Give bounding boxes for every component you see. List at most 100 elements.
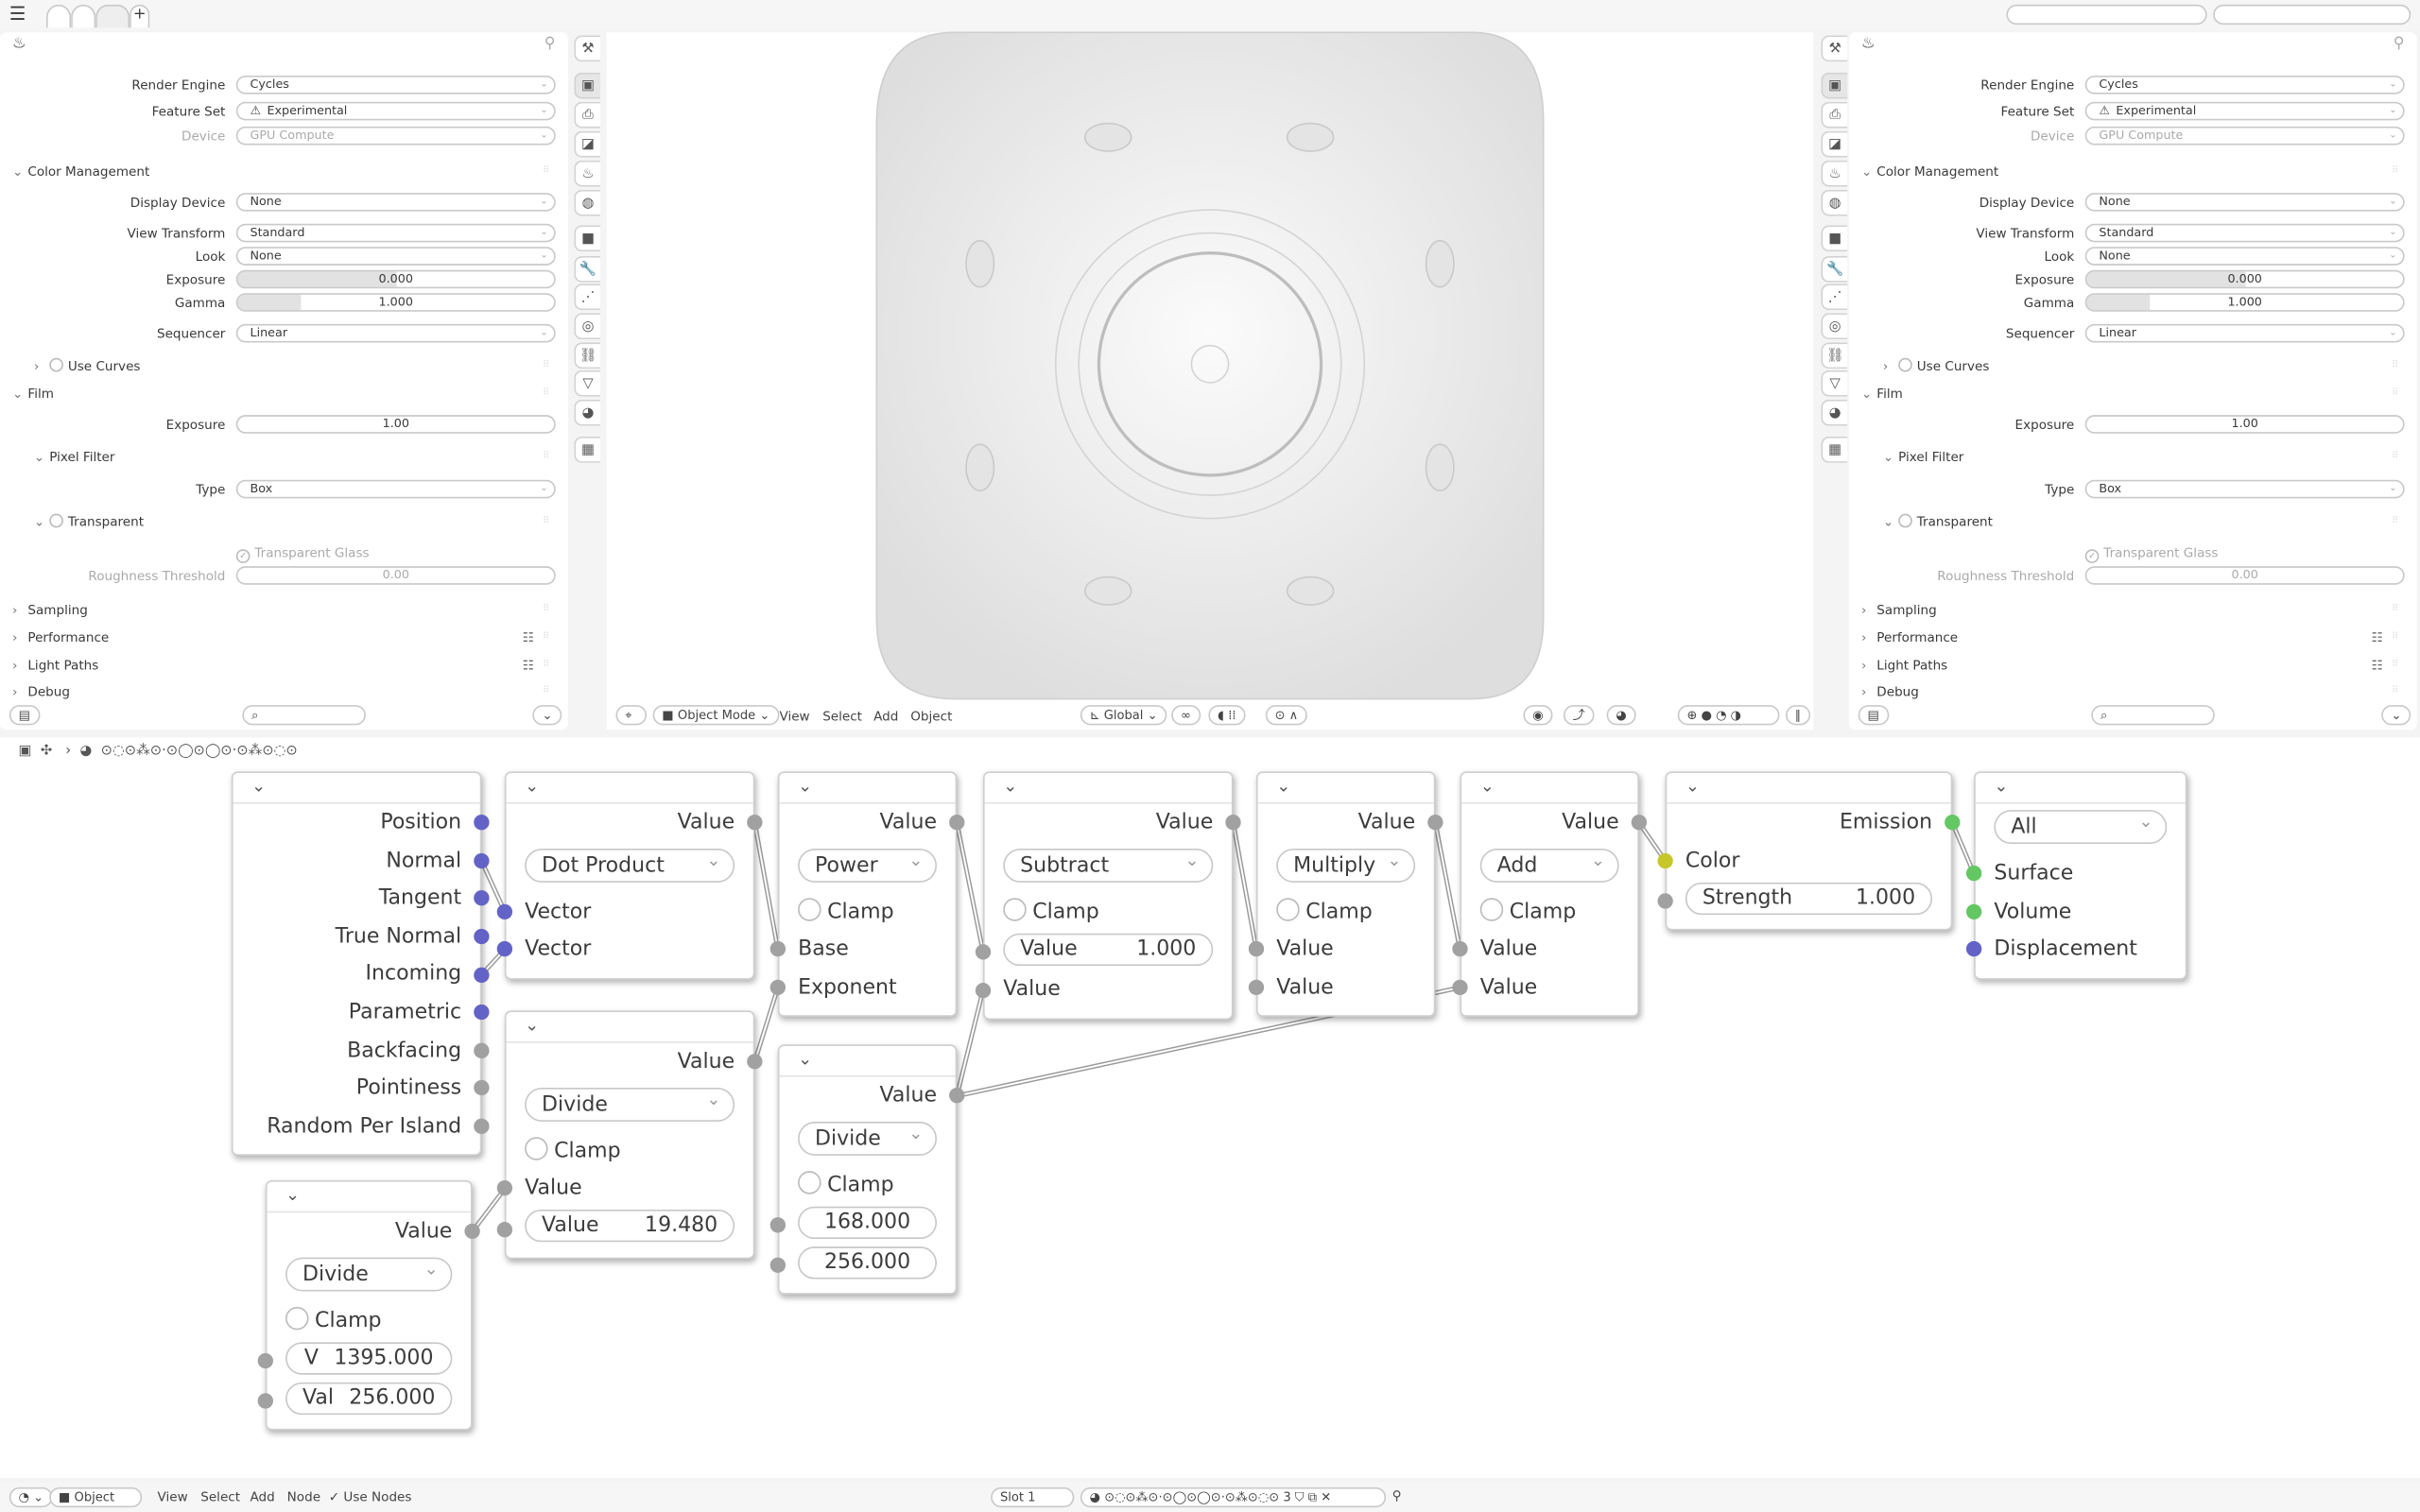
property-field[interactable]: None ⌄ xyxy=(2084,247,2405,266)
input-socket[interactable] xyxy=(769,1217,786,1233)
operation-dropdown[interactable]: Dot Product xyxy=(525,845,735,883)
section-header[interactable]: › Use Curves xyxy=(1883,355,1989,377)
section-header[interactable]: ⌄ Transparent xyxy=(1883,510,1993,532)
section-header[interactable]: ⌄ Transparent xyxy=(34,510,144,532)
view-layer-selector[interactable] xyxy=(2213,4,2411,26)
panel-header[interactable]: ⌄ Film ⠿ xyxy=(0,383,568,404)
clamp-checkbox[interactable] xyxy=(798,897,821,921)
panel-header[interactable]: ⌄ Film ⠿ xyxy=(1849,383,2417,404)
menu-view[interactable]: View xyxy=(779,708,810,724)
drag-handle[interactable]: ⠿ xyxy=(2391,164,2399,177)
output-socket[interactable] xyxy=(474,890,490,907)
panel-header[interactable]: ⌄ Color Management ⠿ xyxy=(0,161,568,182)
property-field[interactable]: Cycles ⌄ xyxy=(235,75,556,94)
section-header[interactable]: › Debug xyxy=(1861,680,1919,702)
panel-header[interactable]: ⌄ Transparent ⠿ xyxy=(0,510,568,532)
input-socket[interactable] xyxy=(769,941,786,958)
drag-handle[interactable]: ⠿ xyxy=(2391,684,2399,696)
property-field[interactable]: None ⌄ xyxy=(235,193,556,212)
section-header[interactable]: › Performance xyxy=(1861,627,1958,648)
shading-modes[interactable]: ⊕ ● ◔ ◑ xyxy=(1677,705,1780,726)
section-header[interactable]: › Use Curves xyxy=(34,355,140,377)
checkbox[interactable] xyxy=(49,513,63,528)
tool-icon[interactable]: ⚒ xyxy=(1821,35,1848,62)
world-icon[interactable]: ◍ xyxy=(574,189,601,216)
property-field[interactable]: 1.00 xyxy=(235,415,556,434)
node[interactable]: ⌄ Value Divide Clamp Value Value 19.480 xyxy=(496,1010,763,1260)
node-header[interactable]: ⌄ xyxy=(233,773,480,804)
node-link[interactable] xyxy=(471,1188,506,1232)
pivot-icon[interactable]: ∞ xyxy=(1171,705,1201,726)
object-icon[interactable]: ■ xyxy=(1821,225,1848,252)
overlay-icon[interactable]: ◕ xyxy=(1606,705,1636,726)
checkbox[interactable] xyxy=(49,357,63,372)
value-field[interactable]: 168.000 xyxy=(798,1206,938,1239)
shader-node-editor[interactable]: ▣ ✣ › ◕ ⊙◌⊙⁂⊙·⊙◯⊙◯⊙·⊙⁂⊙◌⊙ ⌄ Position Norma… xyxy=(0,737,2420,1479)
operation-dropdown[interactable]: Divide xyxy=(285,1254,453,1291)
panel-header[interactable]: ✓ Transparent Glass xyxy=(1849,541,2417,563)
property-field[interactable]: 0.00 xyxy=(235,566,556,585)
render-icon[interactable]: ▣ xyxy=(574,72,601,99)
property-field[interactable]: GPU Compute ⌄ xyxy=(235,126,556,146)
panel-header[interactable]: › Light Paths ☷ ⠿ xyxy=(1849,654,2417,676)
drag-handle[interactable]: ⠿ xyxy=(543,164,550,177)
view-layer-icon[interactable]: ◪ xyxy=(1821,130,1848,158)
modifier-icon[interactable]: 🔧 xyxy=(574,256,601,283)
section-header[interactable]: ⌄ Color Management xyxy=(12,161,149,182)
input-socket[interactable] xyxy=(496,1221,513,1237)
output-socket[interactable] xyxy=(949,815,965,831)
list-icon[interactable]: ☷ xyxy=(2371,657,2383,673)
drag-handle[interactable]: ⠿ xyxy=(543,387,550,399)
property-field[interactable]: 0.000 xyxy=(2084,269,2405,289)
section-header[interactable]: › Sampling xyxy=(12,598,88,620)
checkbox-checked[interactable]: ✓ xyxy=(2084,549,2100,563)
node-header[interactable]: ⌄ xyxy=(267,1182,471,1213)
operation-dropdown[interactable]: Multiply xyxy=(1276,845,1416,883)
section-header[interactable]: ⌄ Film xyxy=(12,383,54,404)
display-options-icon[interactable]: ▤ xyxy=(1858,705,1889,726)
list-icon[interactable]: ☷ xyxy=(2371,629,2383,645)
input-socket[interactable] xyxy=(1965,903,1982,919)
section-header[interactable]: ⌄ Pixel Filter xyxy=(34,446,115,468)
checkbox[interactable] xyxy=(1898,357,1912,372)
panel-header[interactable]: ⌄ Pixel Filter ⠿ xyxy=(0,446,568,468)
node-header[interactable]: ⌄ xyxy=(506,1012,753,1043)
operation-dropdown[interactable]: Subtract xyxy=(1003,845,1214,883)
node[interactable]: ⌄ Value Add Clamp Value Value xyxy=(1452,771,1648,1018)
constraints-icon[interactable]: ⛓ xyxy=(1821,342,1848,369)
drag-handle[interactable]: ⠿ xyxy=(2391,515,2399,526)
value-field[interactable]: Value 1.000 xyxy=(1003,933,1214,966)
material-selector[interactable]: ◕ ⊙◌⊙⁂⊙·⊙◯⊙◯⊙·⊙⁂⊙◌⊙ 3 ⛉ ⧉ ✕ xyxy=(1080,1486,1387,1508)
pause-render-icon[interactable]: ∥ xyxy=(1785,705,1811,726)
list-icon[interactable]: ☷ xyxy=(522,657,534,673)
drag-handle[interactable]: ⠿ xyxy=(543,684,550,696)
value-field[interactable]: V 1395.000 xyxy=(285,1341,453,1375)
property-field[interactable]: 0.000 xyxy=(235,269,556,289)
panel-header[interactable]: ⌄ Color Management ⠿ xyxy=(1849,161,2417,182)
physics-icon[interactable]: ◎ xyxy=(574,313,601,340)
drag-handle[interactable]: ⠿ xyxy=(543,603,550,614)
node[interactable]: ⌄ Position Normal Tangent True Normal Incomin… xyxy=(231,771,490,1157)
node[interactable]: ⌄ All Surface Volume Displacement xyxy=(1965,771,2187,980)
modifier-icon[interactable]: 🔧 xyxy=(1821,256,1848,283)
input-socket[interactable] xyxy=(975,944,992,960)
particles-icon[interactable]: ⋰ xyxy=(1821,284,1848,311)
node-header[interactable]: ⌄ xyxy=(1975,773,2186,804)
workspace-tab[interactable] xyxy=(95,4,130,28)
clamp-checkbox[interactable] xyxy=(1276,897,1300,921)
section-header[interactable]: › Debug xyxy=(12,680,70,702)
section-header[interactable]: ✓ Transparent Glass xyxy=(235,541,370,563)
node[interactable]: ⌄ Value Dot Product Vector Vector xyxy=(496,771,763,980)
menu-select[interactable]: Select xyxy=(822,708,863,724)
panel-header[interactable]: › Use Curves ⠿ xyxy=(1849,355,2417,377)
property-field[interactable]: 1.00 xyxy=(2084,415,2405,434)
editor-type-icon[interactable]: ◔ ⌄ xyxy=(9,1486,53,1508)
scene-icon[interactable]: ♨ xyxy=(1821,160,1848,187)
output-socket[interactable] xyxy=(474,1118,490,1135)
input-socket[interactable] xyxy=(1965,866,1982,882)
node-link[interactable] xyxy=(1434,822,1461,951)
output-socket[interactable] xyxy=(474,1042,490,1058)
panel-header[interactable]: › Debug ⠿ xyxy=(1849,680,2417,702)
value-field[interactable]: 256.000 xyxy=(798,1246,938,1280)
constraints-icon[interactable]: ⛓ xyxy=(574,342,601,369)
